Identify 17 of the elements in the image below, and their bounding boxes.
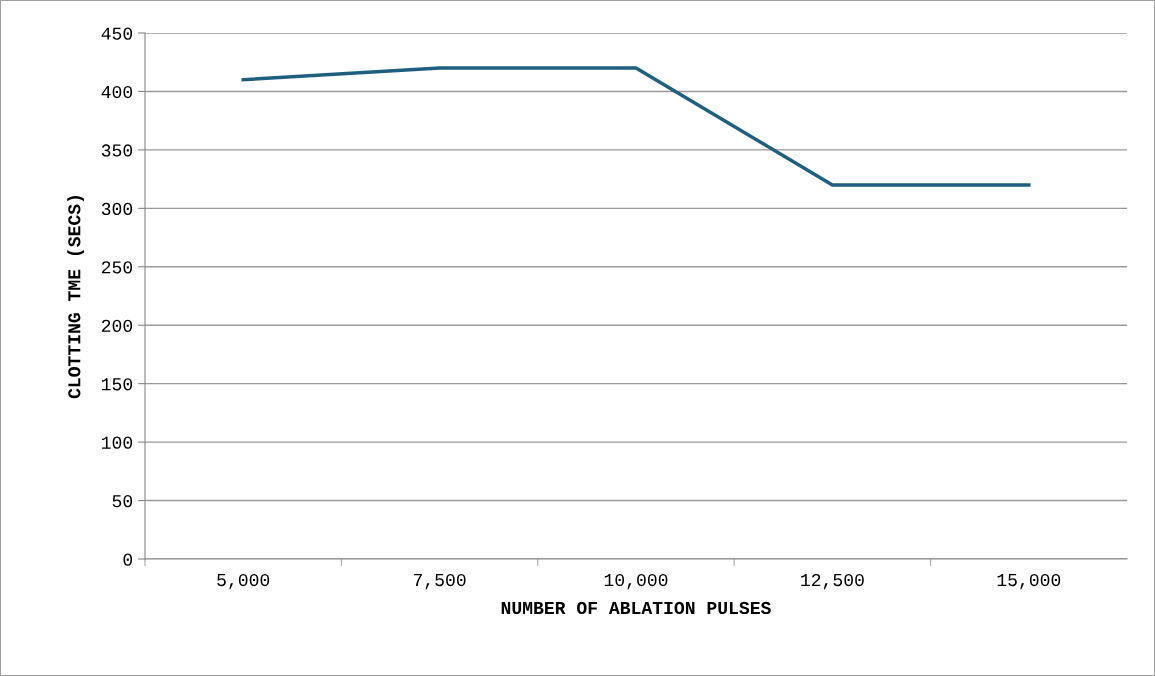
y-tick-label: 100 <box>101 436 133 449</box>
x-tick-label: 15,000 <box>997 573 1061 590</box>
x-tick-label: 5,000 <box>217 573 270 590</box>
y-tick-label: 0 <box>123 553 133 566</box>
y-tick-label: 250 <box>101 261 133 274</box>
y-tick-label: 350 <box>101 144 133 157</box>
y-tick-label: 150 <box>101 378 133 391</box>
x-tick-label: 12,500 <box>801 573 864 590</box>
x-tick-label: 7,500 <box>413 573 466 590</box>
y-tick-label: 200 <box>101 319 133 332</box>
x-tick-label: 10,000 <box>604 573 668 590</box>
y-tick-label: 300 <box>101 202 133 216</box>
y-axis-title: CLOTTING TME (SECS) <box>67 196 85 399</box>
y-tick-label: 450 <box>101 27 133 40</box>
x-axis-title: NUMBER OF ABLATION PULSES <box>501 601 771 615</box>
y-tick-label: 50 <box>112 495 133 508</box>
y-tick-label: 400 <box>101 85 133 99</box>
